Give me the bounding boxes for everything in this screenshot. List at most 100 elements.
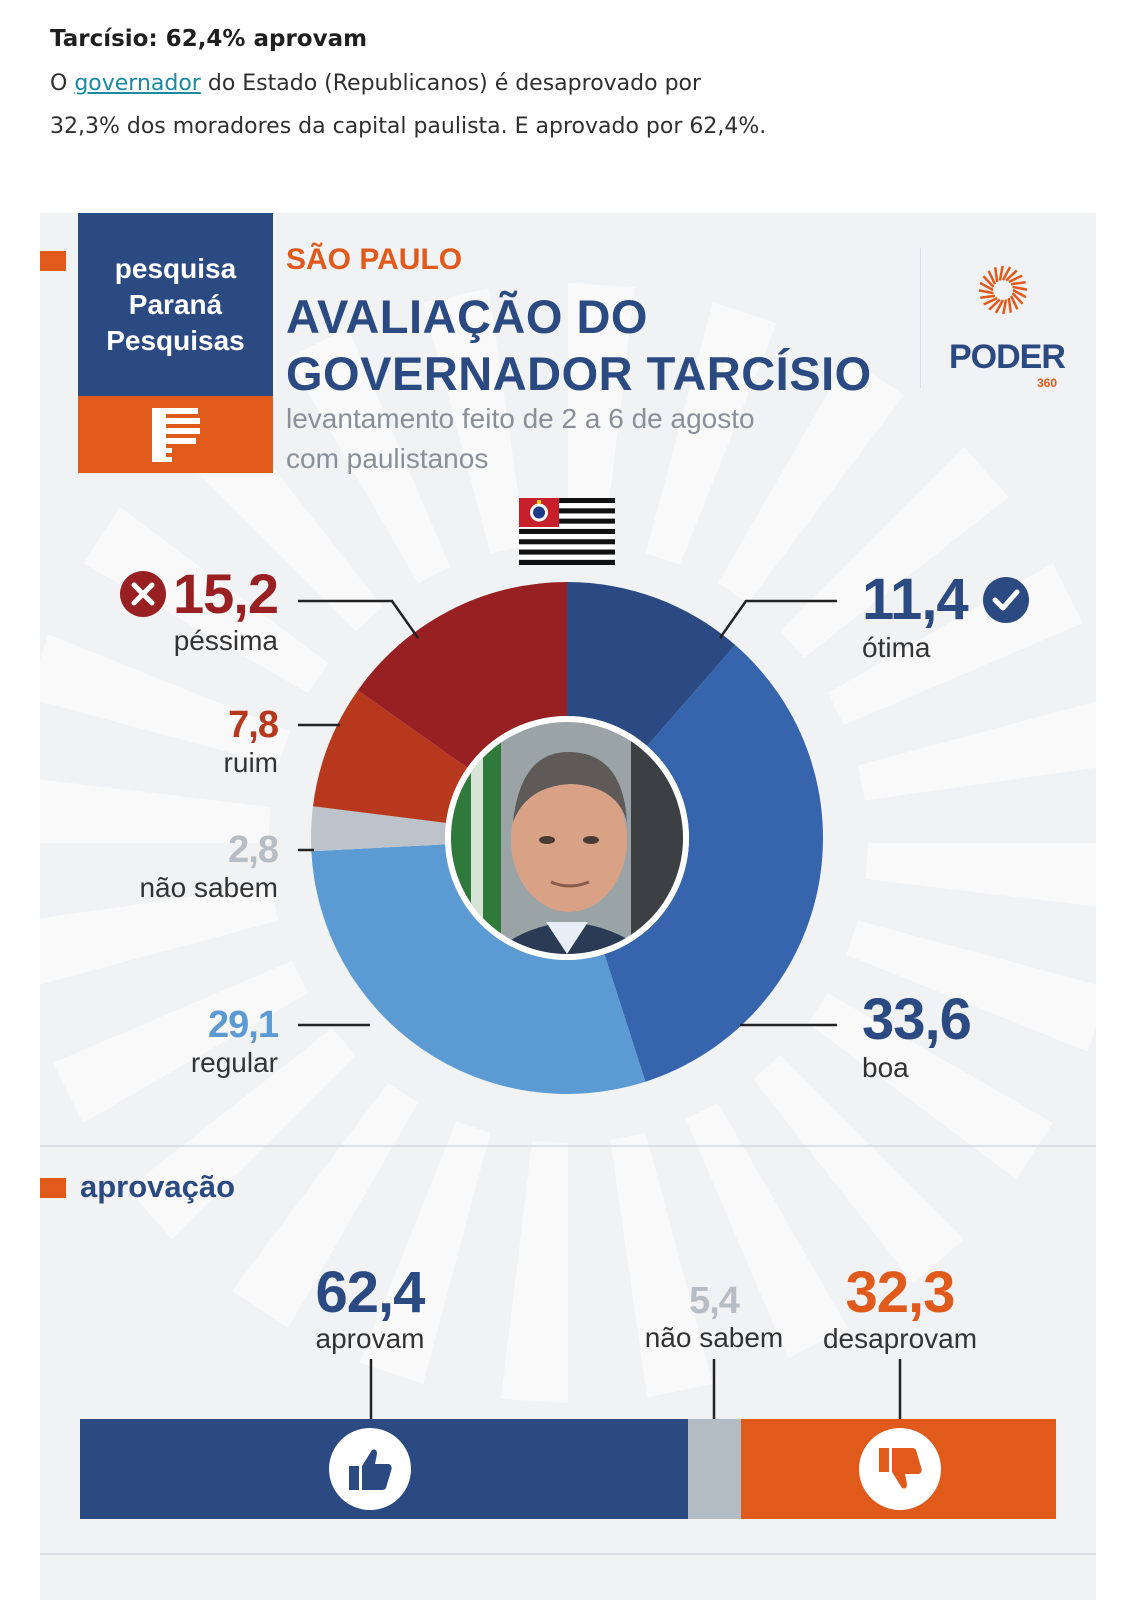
value-pessima: 15,2 [173,562,279,625]
publisher-logo: PODER 360 [920,248,1081,390]
pollster-logo [78,396,273,473]
label-nao-sabem-bar: 5,4 não sabem [624,1280,804,1354]
leader-line-pessima [298,599,420,639]
sun-ray [1002,299,1008,315]
flag-stripe [519,498,615,504]
sun-ray [1009,295,1019,310]
sun-ray [983,296,998,306]
leader-lines [298,599,837,1027]
donut-slice-ótima [567,582,736,747]
sunburst-ray [780,447,1009,658]
article-body: O governador do Estado (Republicanos) é … [50,62,770,148]
donut-slice-não-sabem [311,806,446,852]
bar-connectors [369,1359,902,1419]
sun-ray [1011,292,1024,305]
sunburst-ray [40,634,290,766]
check-circle-icon [982,577,1029,623]
governor-photo-icon [451,722,683,954]
value-desaprovam: 32,3 [845,1260,956,1325]
name-pessima: péssima [173,625,278,656]
brand-line-2: Paraná [128,288,223,320]
value-ruim: 7,8 [228,704,279,746]
pollster-brand: pesquisa Paraná Pesquisas [78,213,273,396]
subtitle-line-1: levantamento feito de 2 a 6 de agosto [286,403,755,434]
brand-line-3: Pesquisas [106,324,245,356]
thumbs-down-icon [879,1448,922,1489]
flag-stripe [519,554,615,560]
sun-ray [988,298,1001,311]
label-ruim: 7,8 ruim [108,703,279,779]
chart-subtitle: levantamento feito de 2 a 6 de agosto co… [286,399,906,479]
brand-line-1: pesquisa [114,252,237,284]
thumbs-up-icon [349,1449,392,1490]
sunburst-ray [807,993,1053,1180]
label-otima: 11,4 ótima [862,568,1062,664]
sun-ray [980,294,996,299]
governador-link[interactable]: governador [74,71,201,96]
chart-title: AVALIAÇÃO DO GOVERNADOR TARCÍSIO [286,288,906,402]
sun-ray [1001,266,1012,281]
value-otima: 11,4 [862,567,969,632]
infographic-card: pesquisa Paraná Pesquisas SÃO PAULO AVAL… [40,213,1096,1600]
value-boa: 33,6 [862,987,972,1052]
flag-stripe [519,544,615,550]
value-regular: 29,1 [208,1004,279,1046]
name-otima: ótima [862,632,931,663]
value-nao-sabem-donut: 2,8 [228,829,279,871]
sunburst-ray [83,506,329,693]
sunburst-ray [231,1082,418,1328]
sunburst-ray [753,1055,964,1284]
label-boa: 33,6 boa [862,988,1062,1084]
sunburst-ray [423,288,526,554]
sun-ray [982,275,995,288]
x-circle-icon [120,571,166,617]
flag-stripe [519,518,615,524]
label-pessima: 15,2 péssima [110,562,279,657]
publisher-name: PODER [949,338,1066,376]
flag-stripe [519,534,615,540]
sunburst-ray [500,1140,568,1403]
orange-marker-2 [40,1178,66,1198]
sunburst-ray [846,920,1096,1052]
sunburst-ray [645,302,777,565]
sun-ray [1007,297,1012,313]
sun-ray [994,299,1005,314]
flag-stripe [519,503,615,509]
label-regular: 29,1 regular [108,1003,279,1079]
sunburst-ray [52,960,309,1123]
pollster-p-icon [152,408,200,462]
name-nao-sabem-bar: não sabem [644,1322,784,1353]
name-regular: regular [190,1047,278,1078]
leader-line-otima [718,599,837,639]
section-divider [40,1145,1096,1147]
sunburst-ray [359,1121,491,1384]
subtitle-line-2: com paulistanos [286,443,489,474]
bottom-divider [40,1553,1096,1555]
evaluation-donut-chart [311,582,824,1094]
flag-stripe [519,528,615,535]
sun-burst-icon [978,265,1028,315]
sunburst-ray [568,283,636,546]
approval-section-title: aprovação [80,1169,236,1204]
sunburst-ray [40,885,279,985]
flag-stripe [519,539,615,545]
flag-stripe [519,508,615,514]
sun-ray [1005,269,1018,282]
name-boa: boa [862,1052,909,1083]
name-nao-sabem-donut: não sabem [139,872,278,903]
region-label: SÃO PAULO [286,243,463,276]
sun-ray [978,289,994,295]
name-aprovam: aprovam [315,1323,425,1354]
donut-slice-regular [311,844,646,1094]
label-desaprovam: 32,3 desaprovam [800,1263,1000,1355]
bar-segment-não-sabem [688,1419,742,1519]
sunburst-ray [40,779,271,843]
label-aprovam: 62,4 aprovam [270,1263,470,1355]
name-ruim: ruim [223,747,278,778]
sunburst-ray [865,843,1096,907]
sun-ray [1008,274,1023,284]
sunburst-ray [610,1132,713,1398]
sunburst-ray [718,358,905,604]
sao-paulo-flag-icon [519,498,615,565]
donut-slice-ruim [312,690,468,823]
